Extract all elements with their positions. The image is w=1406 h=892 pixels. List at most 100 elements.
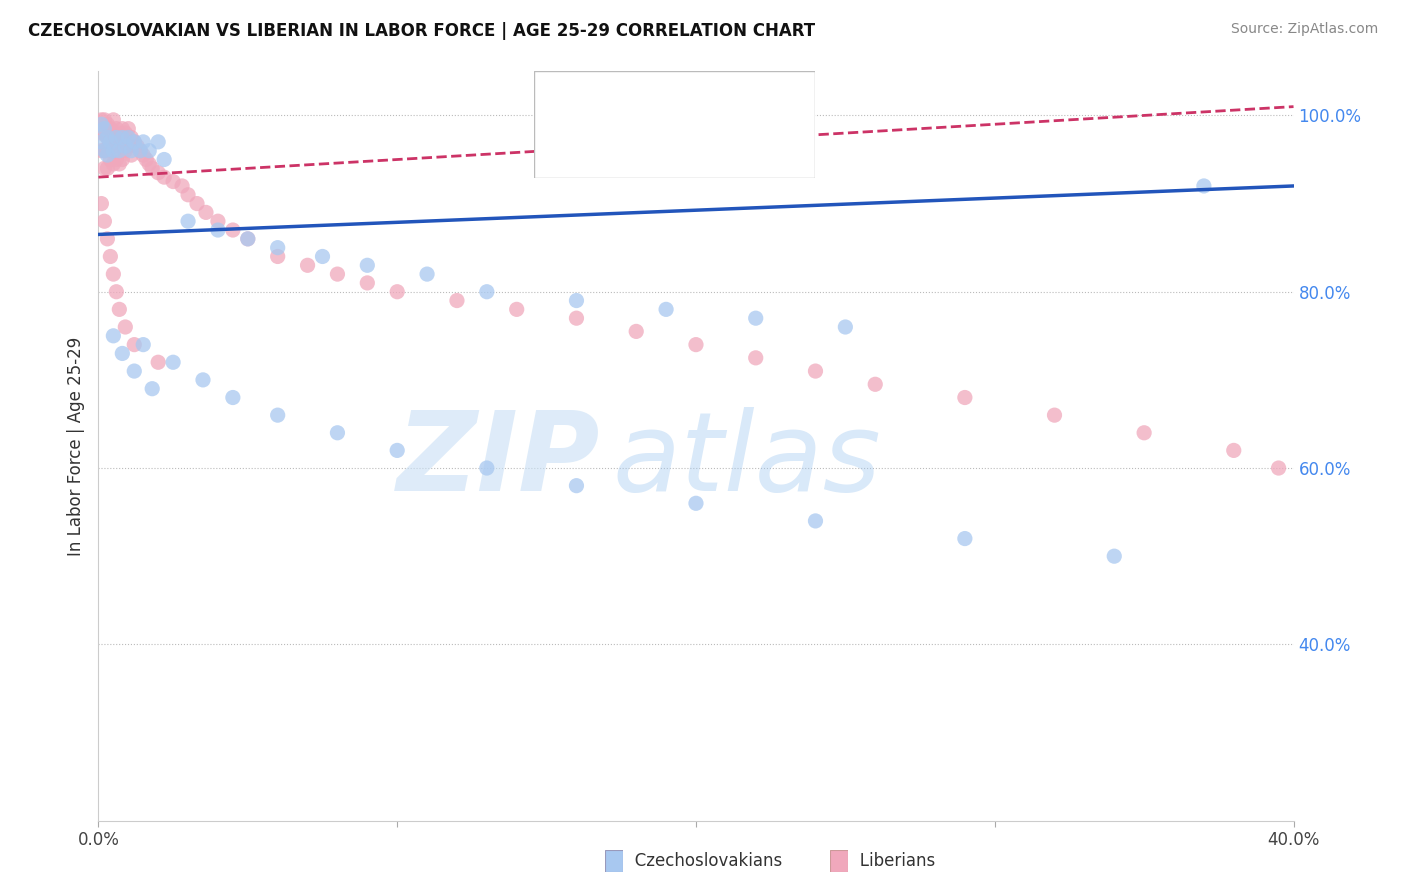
Point xyxy=(90,117,112,131)
Point xyxy=(207,214,229,228)
Point xyxy=(267,241,290,255)
Point xyxy=(96,161,118,176)
Point xyxy=(834,320,856,334)
Point xyxy=(111,121,134,136)
Point xyxy=(93,112,115,127)
Point xyxy=(685,337,707,351)
Point xyxy=(108,302,131,317)
Point xyxy=(93,161,115,176)
Point xyxy=(222,223,245,237)
Point xyxy=(138,157,160,171)
Point xyxy=(1223,443,1246,458)
Point xyxy=(96,130,118,145)
Point xyxy=(108,157,131,171)
Point xyxy=(162,175,184,189)
Point xyxy=(98,121,122,136)
Point xyxy=(98,135,122,149)
Point xyxy=(90,126,112,140)
Point xyxy=(114,320,136,334)
Text: Liberians: Liberians xyxy=(844,852,935,870)
Point xyxy=(132,148,155,162)
Point xyxy=(186,196,208,211)
Point xyxy=(865,377,887,392)
Point xyxy=(141,382,163,396)
Point xyxy=(127,139,149,153)
Point xyxy=(804,514,827,528)
Point xyxy=(236,232,259,246)
Point xyxy=(222,391,245,405)
Point xyxy=(90,135,112,149)
Point xyxy=(117,130,139,145)
Text: Source: ZipAtlas.com: Source: ZipAtlas.com xyxy=(1230,22,1378,37)
Point xyxy=(132,135,155,149)
Point xyxy=(117,139,139,153)
Point xyxy=(124,135,146,149)
Point xyxy=(103,267,125,281)
Text: R = 0.046   N = 50: R = 0.046 N = 50 xyxy=(591,93,775,111)
Point xyxy=(93,126,115,140)
Point xyxy=(105,135,128,149)
Text: CZECHOSLOVAKIAN VS LIBERIAN IN LABOR FORCE | AGE 25-29 CORRELATION CHART: CZECHOSLOVAKIAN VS LIBERIAN IN LABOR FOR… xyxy=(28,22,815,40)
Point xyxy=(153,153,176,167)
Point xyxy=(475,285,498,299)
Point xyxy=(98,250,122,264)
Point xyxy=(120,130,142,145)
Point xyxy=(565,293,588,308)
Point xyxy=(105,121,128,136)
Point xyxy=(745,311,768,326)
Point xyxy=(172,178,194,193)
Point xyxy=(90,112,112,127)
Point xyxy=(124,364,146,378)
FancyBboxPatch shape xyxy=(605,850,623,872)
Point xyxy=(953,532,976,546)
Point xyxy=(103,112,125,127)
Point xyxy=(326,425,349,440)
Point xyxy=(108,126,131,140)
Point xyxy=(1267,461,1289,475)
Point xyxy=(195,205,218,219)
Point xyxy=(148,166,170,180)
Point xyxy=(105,153,128,167)
Point xyxy=(953,391,976,405)
Text: R = 0.197   N = 78: R = 0.197 N = 78 xyxy=(591,141,775,159)
Point xyxy=(685,496,707,510)
Point xyxy=(129,144,152,158)
Point xyxy=(565,311,588,326)
Text: Czechoslovakians: Czechoslovakians xyxy=(619,852,782,870)
Point xyxy=(93,144,115,158)
Point xyxy=(114,139,136,153)
Point xyxy=(132,337,155,351)
Point xyxy=(117,121,139,136)
Point xyxy=(103,139,125,153)
Point xyxy=(96,144,118,158)
Point xyxy=(90,196,112,211)
Point xyxy=(385,285,409,299)
Point xyxy=(236,232,259,246)
Point xyxy=(311,250,333,264)
Point xyxy=(103,328,125,343)
Text: atlas: atlas xyxy=(613,408,882,515)
Point xyxy=(356,258,378,272)
Point xyxy=(804,364,827,378)
Point xyxy=(1104,549,1126,564)
Point xyxy=(626,325,648,339)
Point xyxy=(446,293,468,308)
Point xyxy=(120,148,142,162)
Point xyxy=(90,144,112,158)
Point xyxy=(120,144,142,158)
Point xyxy=(655,302,678,317)
Point xyxy=(267,250,290,264)
Point xyxy=(162,355,184,369)
Point xyxy=(326,267,349,281)
Point xyxy=(207,223,229,237)
Point xyxy=(177,187,200,202)
Point xyxy=(416,267,439,281)
Point xyxy=(93,121,115,136)
Point xyxy=(297,258,319,272)
Point xyxy=(111,153,134,167)
Point xyxy=(105,130,128,145)
Point xyxy=(138,144,160,158)
Point xyxy=(506,302,529,317)
Point xyxy=(93,144,115,158)
Point xyxy=(96,148,118,162)
